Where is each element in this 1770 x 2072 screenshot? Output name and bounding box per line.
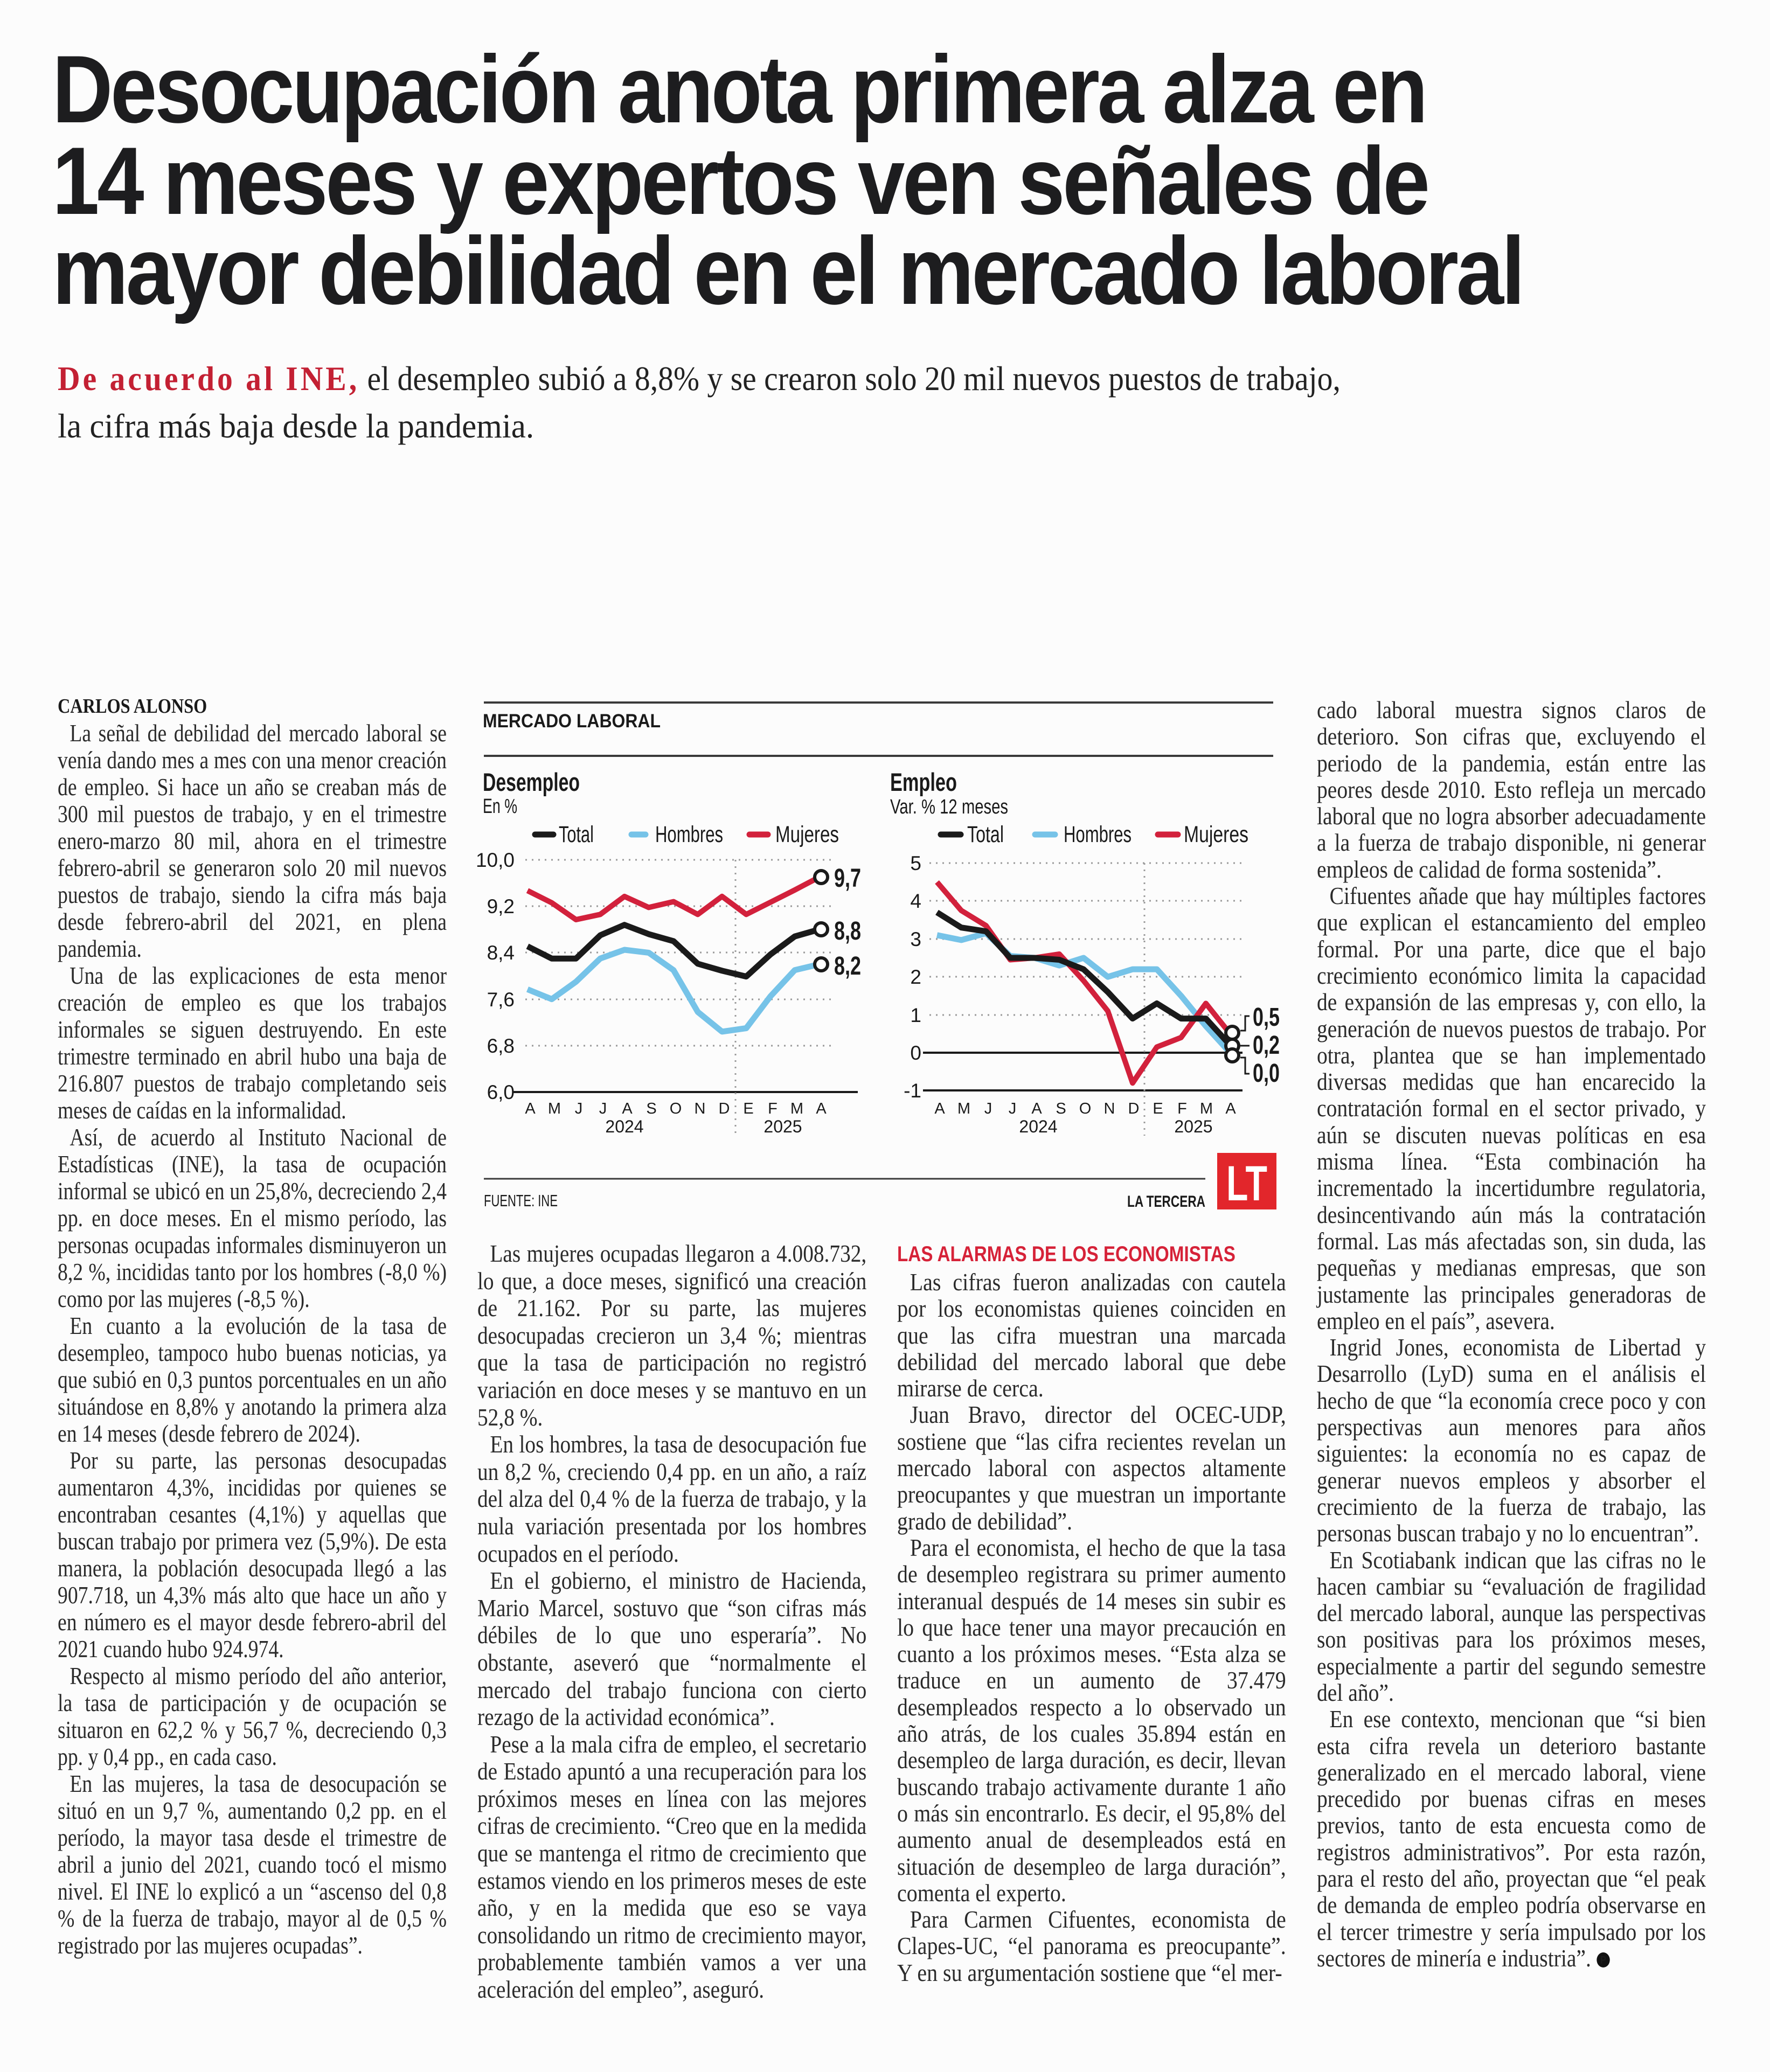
svg-text:Var. % 12 meses: Var. % 12 meses (890, 796, 1008, 818)
svg-text:LT: LT (1226, 1156, 1267, 1211)
svg-text:Hombres: Hombres (1064, 822, 1132, 847)
svg-text:M: M (957, 1100, 970, 1117)
svg-text:P: P (1600, 1954, 1606, 1965)
svg-text:-1: -1 (904, 1080, 921, 1102)
svg-text:6,8: 6,8 (487, 1035, 515, 1057)
svg-text:8,8: 8,8 (834, 917, 861, 945)
svg-text:FUENTE: INE: FUENTE: INE (484, 1191, 558, 1210)
svg-text:J: J (575, 1100, 583, 1117)
svg-text:0: 0 (910, 1042, 921, 1064)
svg-text:A: A (816, 1100, 827, 1117)
svg-text:E: E (743, 1100, 753, 1117)
svg-text:D: D (1128, 1100, 1140, 1117)
svg-text:J: J (1009, 1100, 1017, 1117)
svg-text:Mujeres: Mujeres (775, 822, 839, 847)
svg-text:M: M (1200, 1100, 1213, 1117)
svg-text:J: J (984, 1100, 992, 1117)
svg-text:A: A (622, 1100, 633, 1117)
svg-text:Desempleo: Desempleo (483, 768, 580, 796)
svg-text:4: 4 (910, 890, 921, 912)
svg-text:MERCADO LABORAL: MERCADO LABORAL (483, 711, 661, 732)
svg-text:E: E (1153, 1100, 1163, 1117)
svg-text:S: S (646, 1100, 656, 1117)
svg-text:Empleo: Empleo (890, 768, 957, 796)
svg-text:N: N (695, 1100, 706, 1117)
svg-text:2024: 2024 (1019, 1117, 1057, 1136)
svg-text:0,2: 0,2 (1253, 1031, 1280, 1060)
svg-text:9,7: 9,7 (834, 864, 861, 893)
svg-text:Mujeres: Mujeres (1184, 822, 1248, 847)
svg-text:9,2: 9,2 (487, 895, 515, 917)
svg-text:5: 5 (910, 852, 921, 874)
svg-text:N: N (1104, 1100, 1115, 1117)
svg-text:3: 3 (910, 928, 921, 950)
svg-text:LA TERCERA: LA TERCERA (1127, 1193, 1205, 1211)
svg-text:D: D (719, 1100, 730, 1117)
svg-text:M: M (548, 1100, 561, 1117)
svg-text:Hombres: Hombres (655, 822, 723, 847)
svg-text:10,0: 10,0 (476, 849, 515, 871)
svg-text:2025: 2025 (1174, 1117, 1212, 1136)
svg-text:O: O (670, 1100, 682, 1117)
svg-text:2025: 2025 (763, 1117, 802, 1136)
svg-text:A: A (1031, 1100, 1042, 1117)
svg-text:Total: Total (967, 822, 1004, 847)
svg-text:J: J (599, 1100, 607, 1117)
svg-text:A: A (934, 1100, 945, 1117)
svg-text:1: 1 (910, 1004, 921, 1026)
svg-text:F: F (1177, 1100, 1187, 1117)
svg-text:Total: Total (559, 822, 594, 847)
svg-text:S: S (1056, 1100, 1066, 1117)
svg-text:2024: 2024 (605, 1117, 643, 1136)
svg-text:A: A (1225, 1100, 1236, 1117)
svg-text:8,2: 8,2 (834, 952, 861, 981)
svg-text:O: O (1079, 1100, 1092, 1117)
svg-text:M: M (790, 1100, 803, 1117)
svg-text:En %: En % (483, 795, 517, 818)
svg-text:2: 2 (910, 966, 921, 988)
svg-text:0,5: 0,5 (1253, 1003, 1280, 1032)
svg-text:0,0: 0,0 (1253, 1059, 1280, 1088)
svg-text:7,6: 7,6 (487, 989, 515, 1011)
svg-text:F: F (768, 1100, 778, 1117)
svg-text:8,4: 8,4 (487, 942, 515, 964)
svg-text:6,0: 6,0 (487, 1081, 515, 1103)
svg-text:A: A (525, 1100, 536, 1117)
